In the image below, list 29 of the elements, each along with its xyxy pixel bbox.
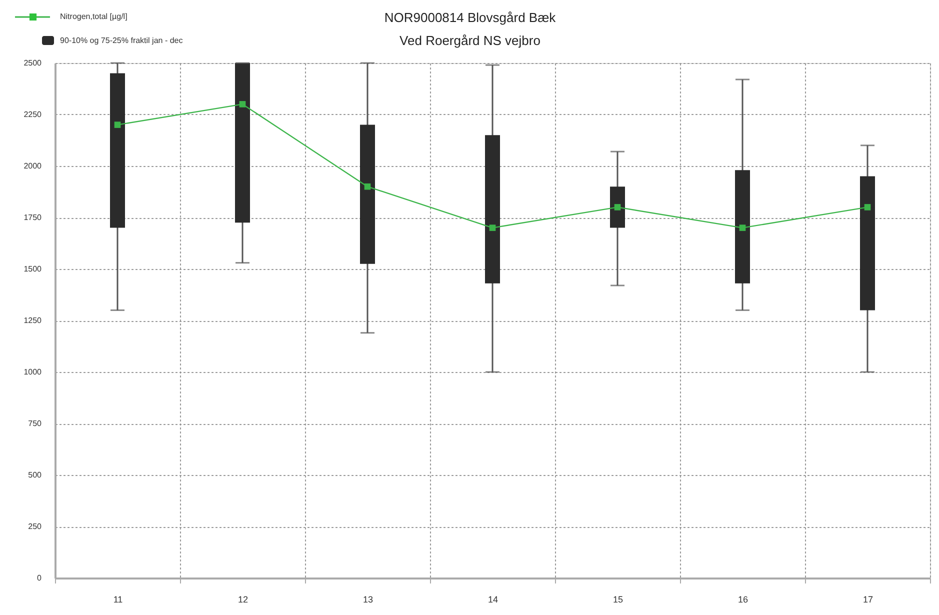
point — [364, 183, 371, 190]
chart-subtitle: Ved Roergård NS vejbro — [400, 33, 540, 48]
y-tick-label: 2000 — [24, 162, 42, 170]
x-tick-label: 16 — [738, 594, 748, 604]
point — [489, 224, 496, 231]
legend-label: Nitrogen,total [µg/l] — [60, 12, 128, 21]
point — [239, 101, 246, 108]
y-tick-label: 250 — [28, 522, 42, 531]
y-tick-label: 1750 — [24, 213, 42, 222]
y-tick-label: 2250 — [24, 110, 42, 119]
y-tick-label: 1250 — [24, 316, 42, 325]
y-tick-label: 750 — [28, 419, 42, 428]
point — [114, 122, 121, 128]
y-tick-label: 0 — [37, 574, 42, 582]
x-tick-label: 14 — [488, 594, 498, 604]
x-tick-label: 17 — [862, 594, 874, 604]
x-tick-label: 13 — [362, 594, 374, 604]
point — [614, 204, 621, 210]
point — [739, 224, 746, 231]
legend-label: 90-10% og 75-25% fraktil jan - dec — [60, 36, 183, 45]
point — [864, 204, 871, 210]
y-tick-label: 2500 — [24, 58, 42, 68]
chart-title: NOR9000814 Blovsgård Bæk — [384, 10, 556, 25]
y-tick-label: 1500 — [24, 264, 42, 274]
x-tick-label: 15 — [612, 594, 624, 604]
y-tick-label: 500 — [28, 470, 42, 480]
y-tick-label: 1000 — [24, 368, 42, 376]
x-tick-label: 12 — [238, 594, 248, 604]
x-tick-label: 11 — [113, 594, 123, 604]
